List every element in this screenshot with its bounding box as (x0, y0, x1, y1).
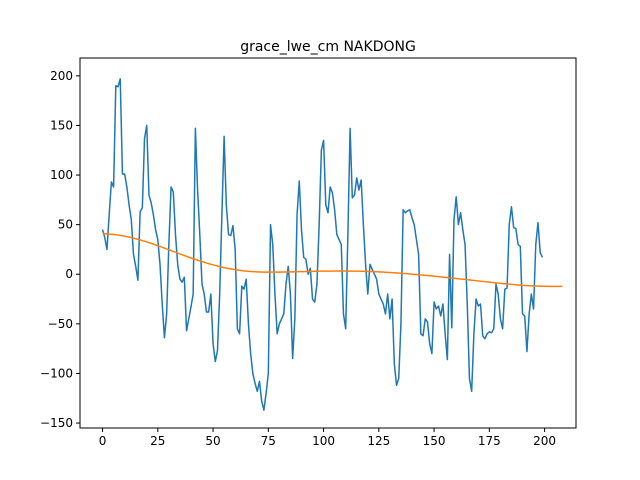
y-tick-label: 150 (50, 118, 73, 132)
y-tick-label: −150 (40, 416, 73, 430)
x-tick-label: 100 (312, 434, 335, 448)
x-tick-label: 175 (478, 434, 501, 448)
x-axis: 0 25 50 75 100 125 150 175 200 (99, 428, 556, 448)
x-tick-label: 25 (150, 434, 165, 448)
y-tick-label: −50 (48, 317, 73, 331)
y-axis: −150 −100 −50 0 50 100 150 200 (40, 69, 80, 430)
plot-area: 0 25 50 75 100 125 150 175 200 −150 −100 −50 0 50 100… (40, 57, 577, 448)
y-tick-label: 50 (58, 218, 73, 232)
chart-title: grace_lwe_cm NAKDONG (240, 39, 416, 55)
series-line-2 (102, 232, 563, 288)
y-tick-label: 0 (65, 267, 73, 281)
y-tick-label: 100 (50, 168, 73, 182)
x-tick-label: 0 (99, 434, 107, 448)
x-tick-label: 75 (261, 434, 276, 448)
axes-frame (79, 57, 577, 429)
y-tick-label: −100 (40, 366, 73, 380)
y-tick-label: 200 (50, 69, 73, 83)
x-tick-label: 50 (205, 434, 220, 448)
series-line-1 (101, 78, 544, 411)
series-layer (101, 78, 563, 411)
x-tick-label: 125 (367, 434, 390, 448)
x-tick-label: 200 (533, 434, 556, 448)
x-tick-label: 150 (423, 434, 446, 448)
